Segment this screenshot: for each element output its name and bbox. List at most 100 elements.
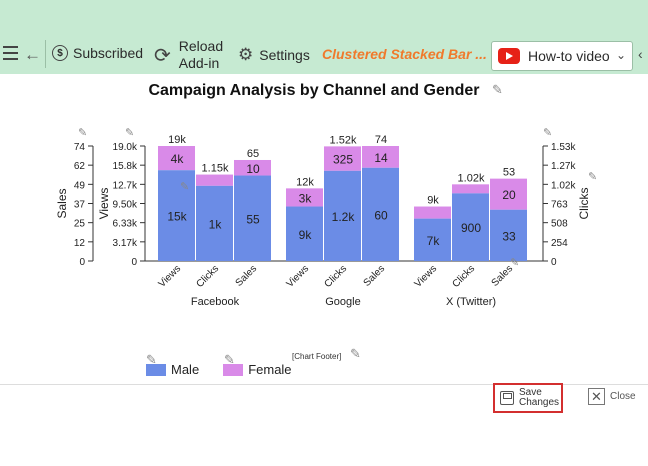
- reload-addin-button[interactable]: ⟳ Reload Add-in: [154, 38, 223, 72]
- data-label-total: 1.52k: [330, 134, 357, 146]
- settings-button[interactable]: ⚙ Settings: [238, 45, 310, 65]
- category-label: Clicks: [322, 263, 349, 290]
- toolbar-divider: [45, 40, 46, 68]
- save-changes-button[interactable]: Save Changes: [493, 383, 563, 413]
- edit-pencil-icon: ✎: [180, 181, 189, 193]
- chart-title[interactable]: Campaign Analysis by Channel and Gender: [148, 82, 480, 99]
- howto-video-dropdown[interactable]: How-to video ⌄: [491, 41, 633, 71]
- edit-pencil-icon: ✎: [588, 171, 597, 183]
- data-label-total: 1.15k: [202, 163, 229, 175]
- legend-swatch-female: [223, 363, 244, 376]
- legend-label-male: Male: [171, 362, 200, 377]
- sales-tick-label: 0: [79, 257, 85, 268]
- close-button[interactable]: ✕ Close: [588, 388, 636, 405]
- edit-legend-male-pencil-icon[interactable]: ✎: [146, 352, 157, 367]
- data-label-total: 1.02k: [458, 172, 485, 184]
- subscribed-label: Subscribed: [73, 45, 144, 61]
- chevron-left-icon[interactable]: ‹: [638, 46, 643, 62]
- edit-title-pencil-icon[interactable]: ✎: [492, 82, 503, 97]
- data-label-male: 900: [461, 221, 481, 235]
- dollar-icon: $: [52, 45, 68, 61]
- reload-label-line2: Add-in: [178, 55, 220, 71]
- edit-pencil-icon: ✎: [125, 127, 134, 139]
- bar-female-X (Twitter)-Sales: [490, 178, 527, 210]
- clicks-tick-label: 1.53k: [551, 142, 576, 153]
- data-label-male: 7k: [427, 234, 441, 248]
- bar-female-X (Twitter)-Clicks: [452, 184, 489, 194]
- views-tick-label: 9.50k: [113, 200, 138, 211]
- data-label-female: 325: [333, 153, 353, 167]
- sales-tick-label: 74: [74, 142, 86, 153]
- bar-female-Google-Clicks: [324, 146, 361, 171]
- bar-female-Facebook-Clicks: [196, 174, 233, 186]
- views-tick-label: 19.0k: [113, 142, 138, 153]
- sales-tick-label: 12: [74, 238, 86, 249]
- bar-male-Facebook-Sales: [234, 175, 271, 261]
- reload-icon: ⟳: [154, 44, 171, 67]
- data-label-female: 20: [502, 188, 516, 202]
- gear-icon: ⚙: [238, 45, 254, 64]
- clicks-tick-label: 1.02k: [551, 180, 576, 191]
- bar-male-Google-Clicks: [324, 170, 361, 261]
- edit-pencil-icon: ✎: [543, 127, 552, 139]
- bar-female-Google-Sales: [362, 146, 399, 168]
- data-label-male: 55: [246, 212, 260, 226]
- legend-label-female: Female: [248, 362, 292, 377]
- category-label: Views: [413, 263, 440, 290]
- data-label-female: 14: [374, 151, 388, 165]
- chart-legend: Male Female: [146, 362, 310, 377]
- youtube-icon: [498, 48, 520, 64]
- data-label-male: 15k: [167, 210, 187, 224]
- category-label: Clicks: [194, 263, 221, 290]
- bar-male-Facebook-Clicks: [196, 185, 233, 261]
- bottom-divider: [0, 384, 648, 385]
- save-label-line2: Changes: [519, 397, 560, 408]
- category-label: Clicks: [450, 263, 477, 290]
- clicks-tick-label: 254: [551, 238, 568, 249]
- reload-label-line1: Reload: [178, 38, 224, 54]
- howto-label: How-to video: [528, 48, 610, 64]
- group-label: Facebook: [191, 296, 240, 308]
- data-label-male: 9k: [299, 228, 313, 242]
- save-label: Save Changes: [519, 388, 559, 408]
- chart-svg: 74 62 49 37 25 12 0 Sales 19.0k 15.8k 12.7k 9.50k 6.…: [55, 127, 597, 308]
- data-label-male: 60: [374, 208, 388, 222]
- sales-tick-label: 37: [74, 200, 86, 211]
- clicks-tick-label: 0: [551, 257, 557, 268]
- legend-item-male[interactable]: Male: [146, 362, 199, 377]
- group-label: Google: [325, 296, 360, 308]
- edit-legend-female-pencil-icon[interactable]: ✎: [224, 352, 235, 367]
- data-label-female: 10: [246, 162, 260, 176]
- chart-type-name[interactable]: Clustered Stacked Bar ...: [322, 46, 487, 62]
- views-tick-label: 12.7k: [113, 180, 138, 191]
- bar-male-Facebook-Views: [158, 170, 195, 261]
- bar-female-Facebook-Views: [158, 146, 195, 171]
- data-label-total: 12k: [296, 176, 314, 188]
- category-label: Sales: [362, 263, 387, 288]
- chart-footer[interactable]: [Chart Footer]: [292, 352, 342, 361]
- chevron-down-icon: ⌄: [615, 48, 626, 62]
- close-icon: ✕: [588, 388, 605, 405]
- legend-item-female[interactable]: Female: [223, 362, 292, 377]
- sales-tick-label: 62: [74, 161, 86, 172]
- legend-swatch-male: [146, 363, 166, 376]
- edit-pencil-icon: ✎: [510, 257, 519, 269]
- sales-axis-label: Sales: [55, 188, 69, 218]
- bar-male-X (Twitter)-Sales: [490, 209, 527, 261]
- category-label: Sales: [234, 263, 259, 288]
- menu-icon[interactable]: [2, 46, 18, 60]
- views-tick-label: 0: [131, 257, 137, 268]
- data-label-male: 33: [502, 229, 516, 243]
- bar-female-Facebook-Sales: [234, 159, 271, 176]
- reload-label: Reload Add-in: [179, 38, 223, 72]
- bar-female-X (Twitter)-Views: [414, 206, 451, 219]
- data-label-total: 19k: [168, 134, 186, 146]
- clicks-tick-label: 508: [551, 219, 568, 230]
- subscribed-button[interactable]: $ Subscribed: [52, 45, 143, 61]
- data-label-female: 4k: [171, 152, 185, 166]
- back-arrow-icon[interactable]: ←: [24, 45, 41, 64]
- data-label-total: 9k: [427, 195, 439, 207]
- edit-footer-pencil-icon[interactable]: ✎: [350, 346, 361, 361]
- bar-male-Google-Sales: [362, 167, 399, 261]
- category-label: Views: [157, 263, 184, 290]
